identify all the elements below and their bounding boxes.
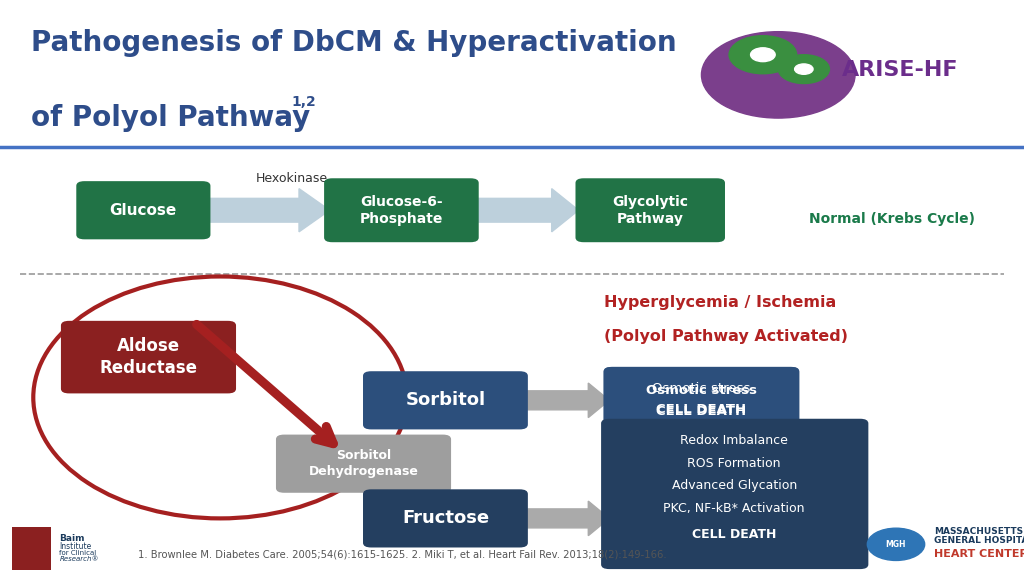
Text: of Polyol Pathway: of Polyol Pathway [31, 104, 310, 132]
Text: Baim: Baim [59, 534, 85, 543]
Text: Aldose
Reductase: Aldose Reductase [99, 337, 198, 377]
FancyBboxPatch shape [324, 179, 479, 242]
Text: Glucose: Glucose [110, 203, 177, 218]
FancyBboxPatch shape [12, 527, 51, 570]
Text: GENERAL HOSPITAL: GENERAL HOSPITAL [934, 536, 1024, 545]
Text: Institute: Institute [59, 541, 91, 551]
FancyBboxPatch shape [604, 367, 799, 434]
Text: Sorbitol
Dehydrogenase: Sorbitol Dehydrogenase [308, 449, 419, 478]
FancyBboxPatch shape [77, 181, 211, 240]
Text: Osmotic stress: Osmotic stress [652, 382, 751, 395]
FancyBboxPatch shape [604, 367, 799, 434]
FancyBboxPatch shape [275, 435, 451, 493]
Text: CELL DEATH: CELL DEATH [692, 528, 776, 541]
Text: Redox Imbalance: Redox Imbalance [680, 434, 788, 447]
Circle shape [729, 36, 797, 74]
Text: ARISE-HF: ARISE-HF [842, 60, 958, 80]
Text: Osmotic stress
CELL DEATH: Osmotic stress CELL DEATH [646, 384, 757, 416]
Polygon shape [525, 383, 609, 418]
Circle shape [701, 32, 855, 118]
Text: ROS Formation: ROS Formation [687, 457, 781, 469]
Text: MGH: MGH [886, 540, 906, 549]
Text: PKC, NF-kB* Activation: PKC, NF-kB* Activation [664, 502, 805, 514]
FancyBboxPatch shape [362, 371, 528, 430]
Polygon shape [471, 189, 579, 232]
Circle shape [795, 64, 813, 74]
Text: Normal (Krebs Cycle): Normal (Krebs Cycle) [809, 212, 975, 226]
Text: 1. Brownlee M. Diabetes Care. 2005;54(6):1615-1625. 2. Miki T, et al. Heart Fail: 1. Brownlee M. Diabetes Care. 2005;54(6)… [138, 549, 667, 559]
Text: Hyperglycemia / Ischemia: Hyperglycemia / Ischemia [604, 295, 837, 310]
Text: Advanced Glycation: Advanced Glycation [672, 479, 797, 492]
Text: Sorbitol: Sorbitol [406, 391, 485, 410]
FancyBboxPatch shape [362, 489, 528, 547]
Text: 1,2: 1,2 [292, 95, 316, 109]
Text: for Clinical: for Clinical [59, 550, 96, 556]
Text: CELL DEATH: CELL DEATH [656, 406, 746, 418]
Polygon shape [207, 189, 330, 232]
Text: (Polyol Pathway Activated): (Polyol Pathway Activated) [604, 329, 848, 344]
Text: HEART CENTER: HEART CENTER [934, 549, 1024, 559]
Text: Pathogenesis of DbCM & Hyperactivation: Pathogenesis of DbCM & Hyperactivation [31, 29, 676, 57]
Text: Fructose: Fructose [401, 509, 489, 528]
Text: Research®: Research® [59, 556, 99, 562]
Polygon shape [525, 501, 609, 536]
Circle shape [778, 55, 829, 84]
FancyBboxPatch shape [601, 419, 868, 569]
Text: Glycolytic
Pathway: Glycolytic Pathway [612, 195, 688, 226]
Text: Hexokinase: Hexokinase [256, 172, 328, 185]
Circle shape [751, 48, 775, 62]
FancyBboxPatch shape [575, 179, 725, 242]
Circle shape [867, 528, 925, 560]
Text: Glucose-6-
Phosphate: Glucose-6- Phosphate [359, 195, 443, 226]
Text: MASSACHUSETTS: MASSACHUSETTS [934, 526, 1023, 536]
FancyBboxPatch shape [60, 321, 236, 393]
